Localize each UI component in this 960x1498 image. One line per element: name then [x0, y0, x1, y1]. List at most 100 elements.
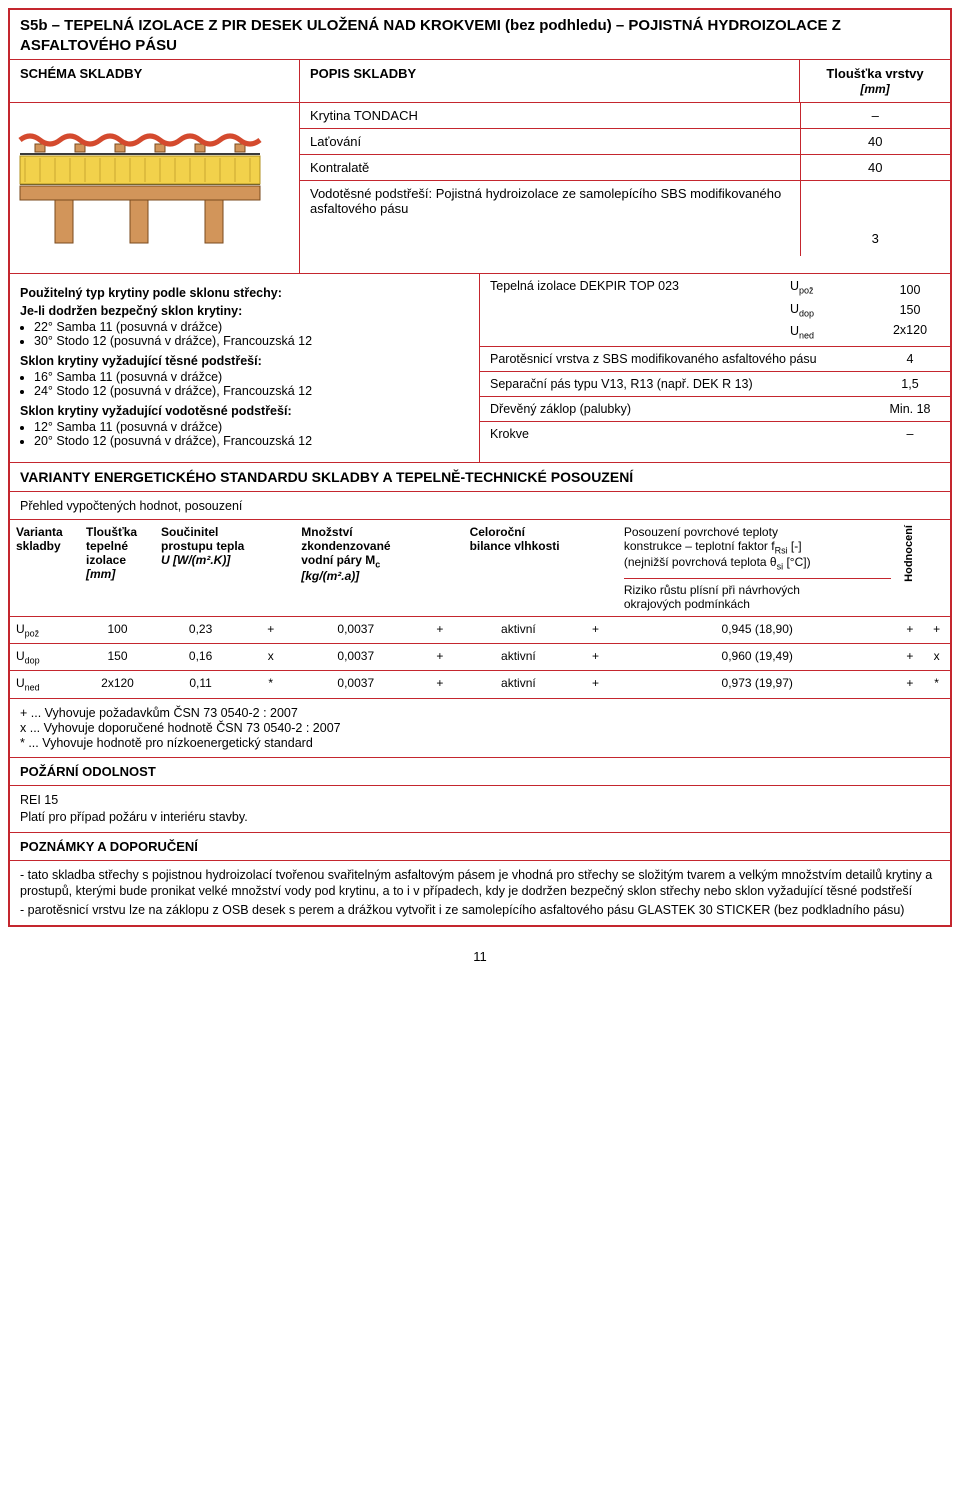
left-list-3: 12° Samba 11 (posuvná v drážce) 20° Stod… — [20, 420, 469, 448]
notes-label: POZNÁMKY A DOPORUČENÍ — [10, 832, 950, 861]
left-list-1: 22° Samba 11 (posuvná v drážce) 30° Stod… — [20, 320, 469, 348]
eval-mark: + — [897, 671, 924, 698]
legend-item: + ... Vyhovuje požadavkům ČSN 73 0540-2 … — [20, 706, 940, 720]
r-label: Dřevěný záklop (palubky) — [480, 396, 870, 421]
r-label: Separační pás typu V13, R13 (např. DEK R… — [480, 371, 870, 396]
notes-body: - tato skladba střechy s pojistnou hydro… — [10, 861, 950, 926]
legend-item: * ... Vyhovuje hodnotě pro nízkoenergeti… — [20, 736, 940, 750]
eval-h: + — [923, 616, 950, 643]
eval-header-row: Variantaskladby Tloušťkatepelnéizolace[m… — [10, 520, 950, 616]
r-val: 4 — [870, 346, 950, 371]
schema-popis-row: Krytina TONDACH– Laťování40 Kontralatě40… — [10, 103, 950, 274]
list-item: 30° Stodo 12 (posuvná v drážce), Francou… — [34, 334, 469, 348]
eval-u: 0,16 — [155, 644, 246, 671]
tloustka-unit: [mm] — [860, 82, 889, 96]
eval-h3: Součinitelprostupu teplaU [W/(m².K)] — [155, 520, 295, 616]
eval-b: aktivní — [464, 671, 574, 698]
page-frame: S5b – TEPELNÁ IZOLACE Z PIR DESEK ULOŽEN… — [8, 8, 952, 927]
eval-t: 100 — [80, 616, 155, 643]
eval-t: 150 — [80, 644, 155, 671]
eval-data-row: Uned 2x120 0,11 * 0,0037 + aktivní + 0,9… — [10, 671, 950, 698]
u-sub: pož — [799, 286, 814, 296]
popis-label: Vodotěsné podstřeší: Pojistná hydroizola… — [300, 181, 800, 257]
list-item: 16° Samba 11 (posuvná v drážce) — [34, 370, 469, 384]
diagram-cell — [10, 103, 300, 273]
eval-table: Variantaskladby Tloušťkatepelnéizolace[m… — [10, 520, 950, 698]
eval-u: 0,23 — [155, 616, 246, 643]
eval-mark: + — [573, 644, 618, 671]
popis-label: Laťování — [300, 129, 800, 155]
right-row: Separační pás typu V13, R13 (např. DEK R… — [480, 371, 950, 396]
eval-p: 0,945 (18,90) — [618, 616, 897, 643]
popis-val: 40 — [800, 129, 950, 155]
popis-row: Vodotěsné podstřeší: Pojistná hydroizola… — [300, 181, 950, 257]
eval-mark: + — [416, 616, 463, 643]
right-top-row: Tepelná izolace DEKPIR TOP 023 Upož Udop… — [480, 274, 950, 346]
note-item: - tato skladba střechy s pojistnou hydro… — [20, 867, 940, 901]
right-row: Krokve– — [480, 421, 950, 446]
eval-h6: Posouzení povrchové teploty konstrukce –… — [618, 520, 897, 616]
popis-val: 3 — [800, 181, 950, 257]
fire-text: REI 15 Platí pro případ požáru v interié… — [10, 786, 950, 832]
u-val-col: 100 150 2x120 — [870, 274, 950, 346]
eval-mark: + — [416, 671, 463, 698]
eval-mark: + — [416, 644, 463, 671]
eval-m: 0,0037 — [295, 616, 416, 643]
popis-cell: Krytina TONDACH– Laťování40 Kontralatě40… — [300, 103, 950, 273]
eval-mark: + — [573, 616, 618, 643]
schema-header: SCHÉMA SKLADBY — [10, 60, 300, 102]
fire-t1: REI 15 — [20, 793, 58, 807]
left-list-2: 16° Samba 11 (posuvná v drážce) 24° Stod… — [20, 370, 469, 398]
u-sub: ned — [799, 331, 814, 341]
u-val: 100 — [880, 283, 940, 297]
popis-row: Kontralatě40 — [300, 155, 950, 181]
left-h3: Sklon krytiny vyžadující těsné podstřeší… — [20, 354, 469, 368]
right-table: Tepelná izolace DEKPIR TOP 023 Upož Udop… — [480, 274, 950, 446]
eval-b: aktivní — [464, 644, 574, 671]
eval-b: aktivní — [464, 616, 574, 643]
fire-t2: Platí pro případ požáru v interiéru stav… — [20, 810, 248, 824]
legend: + ... Vyhovuje požadavkům ČSN 73 0540-2 … — [10, 698, 950, 757]
list-item: 20° Stodo 12 (posuvná v drážce), Francou… — [34, 434, 469, 448]
popis-val: 40 — [800, 155, 950, 181]
r-label: Parotěsnicí vrstva z SBS modifikovaného … — [480, 346, 870, 371]
header-schema-row: SCHÉMA SKLADBY POPIS SKLADBY Tloušťka vr… — [10, 60, 950, 103]
spec-two-col: Použitelný typ krytiny podle sklonu stře… — [10, 274, 950, 462]
eval-h1: Variantaskladby — [10, 520, 80, 616]
eval-h4: Množstvízkondenzovanévodní páry Mc[kg/(m… — [295, 520, 463, 616]
eval-data-row: Upož 100 0,23 + 0,0037 + aktivní + 0,945… — [10, 616, 950, 643]
eval-m: 0,0037 — [295, 671, 416, 698]
eval-t: 2x120 — [80, 671, 155, 698]
right-row: Dřevěný záklop (palubky)Min. 18 — [480, 396, 950, 421]
variant-title: VARIANTY ENERGETICKÉHO STANDARDU SKLADBY… — [10, 462, 950, 492]
right-row: Parotěsnicí vrstva z SBS modifikovaného … — [480, 346, 950, 371]
right-top-label: Tepelná izolace DEKPIR TOP 023 — [480, 274, 780, 346]
popis-val: – — [800, 103, 950, 129]
eval-h7: Hodnocení — [897, 520, 950, 616]
legend-item: x ... Vyhovuje doporučené hodnotě ČSN 73… — [20, 721, 940, 735]
u-sub: dop — [799, 308, 814, 318]
eval-mark: x — [246, 644, 295, 671]
eval-m: 0,0037 — [295, 644, 416, 671]
tloustka-label: Tloušťka vrstvy — [826, 66, 923, 81]
list-item: 22° Samba 11 (posuvná v drážce) — [34, 320, 469, 334]
eval-data-row: Udop 150 0,16 x 0,0037 + aktivní + 0,960… — [10, 644, 950, 671]
r-label: Krokve — [480, 421, 870, 446]
popis-label: Krytina TONDACH — [300, 103, 800, 129]
u-val: 2x120 — [880, 323, 940, 337]
variant-sub: Přehled vypočtených hodnot, posouzení — [10, 492, 950, 520]
eval-mark: + — [573, 671, 618, 698]
popis-row: Laťování40 — [300, 129, 950, 155]
u-sym-col: Upož Udop Uned — [780, 274, 870, 346]
eval-sym: Uned — [10, 671, 80, 698]
left-h4: Sklon krytiny vyžadující vodotěsné podst… — [20, 404, 469, 418]
eval-mark: + — [897, 616, 924, 643]
eval-h5: Celoročníbilance vlhkosti — [464, 520, 618, 616]
roof-diagram-svg — [15, 128, 265, 248]
r-val: 1,5 — [870, 371, 950, 396]
popis-row: Krytina TONDACH– — [300, 103, 950, 129]
eval-h: x — [923, 644, 950, 671]
eval-mark: + — [246, 616, 295, 643]
eval-u: 0,11 — [155, 671, 246, 698]
eval-mark: * — [246, 671, 295, 698]
